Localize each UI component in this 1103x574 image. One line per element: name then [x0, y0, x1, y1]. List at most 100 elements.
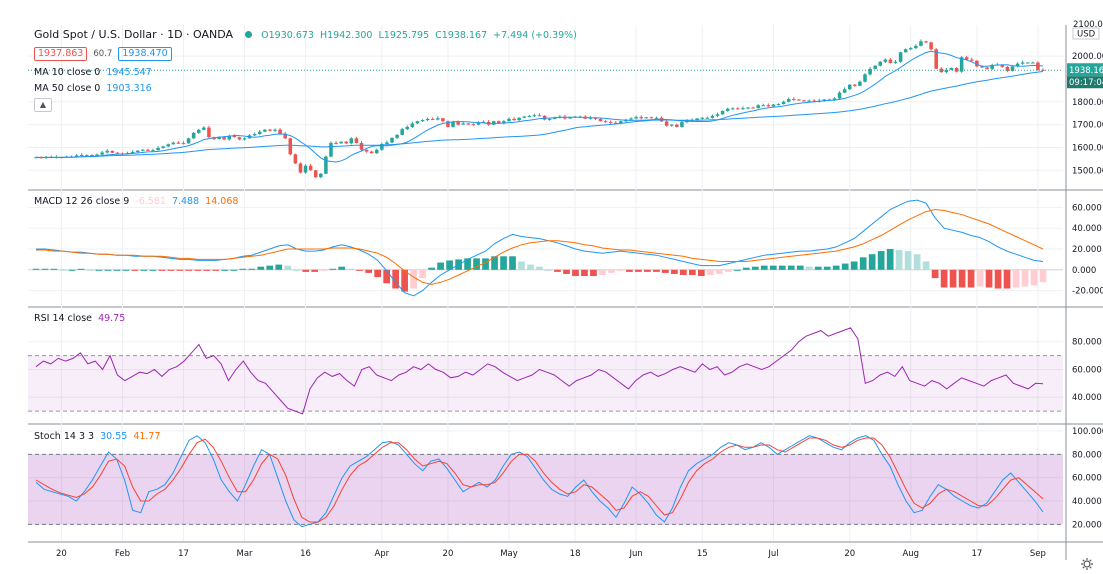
y-tick-label: 1700.000: [1072, 121, 1103, 131]
macd-line: [36, 199, 1044, 297]
candle-body: [74, 155, 79, 157]
candle-body: [258, 131, 262, 134]
buy-price-button[interactable]: 1938.470: [118, 47, 172, 61]
candle-body: [547, 118, 552, 120]
macd-histogram-bar: [590, 269, 597, 277]
ma10-line: [35, 50, 1044, 163]
candle-body: [1005, 66, 1010, 71]
candle-body: [329, 142, 333, 157]
rsi-legend[interactable]: RSI 14 close 49.75: [34, 313, 128, 325]
candle-body: [95, 154, 99, 157]
candle-body: [853, 84, 857, 86]
macd-histogram-bar: [527, 264, 534, 270]
candle-body: [975, 60, 979, 67]
ohlc-high: H1942.300: [319, 30, 373, 41]
candle-body: [80, 154, 84, 156]
macd-histogram-bar: [850, 261, 858, 270]
macd-histogram-bar: [778, 265, 786, 270]
macd-histogram-bar: [176, 269, 184, 271]
candle-body: [293, 154, 298, 164]
macd-histogram-bar: [113, 269, 121, 271]
candle-body: [283, 133, 287, 139]
candle-body: [959, 57, 964, 72]
macd-histogram-bar: [329, 268, 337, 270]
candle-body: [644, 117, 649, 119]
y-tick-label-top: 2100.000: [1073, 20, 1103, 30]
candle-body: [446, 121, 450, 127]
candle-body: [85, 154, 89, 156]
ma50-legend[interactable]: MA 50 close 0 1903.316: [34, 83, 155, 95]
collapse-legend-button[interactable]: ▲: [34, 98, 52, 112]
candle-body: [527, 115, 532, 117]
candle-body: [207, 127, 211, 138]
candle-body: [939, 68, 944, 73]
macd-histogram-bar: [428, 267, 435, 270]
candle-body: [949, 67, 954, 70]
candle-body: [252, 133, 257, 136]
candle-body: [390, 137, 394, 143]
macd-histogram-bar: [41, 268, 49, 270]
candle-body: [430, 118, 435, 120]
candle-body: [705, 117, 710, 119]
macd-histogram-bar: [572, 269, 579, 277]
candle-body: [598, 118, 603, 122]
macd-histogram-bar: [104, 269, 112, 271]
candle-body: [532, 115, 537, 117]
stoch-d-line: [35, 437, 1044, 523]
candle-body: [924, 41, 928, 43]
candle-body: [410, 123, 415, 127]
candle-body: [522, 116, 527, 118]
candle-body: [380, 144, 384, 150]
macd-histogram-bar: [868, 254, 876, 270]
macd-histogram-bar: [437, 262, 444, 270]
macd-histogram-bar: [1039, 269, 1047, 283]
symbol-legend: Gold Spot / U.S. Dollar · 1D · OANDA O19…: [34, 29, 580, 42]
macd-histogram-bar: [680, 269, 687, 275]
candle-body: [191, 132, 196, 139]
macd-histogram-bar: [697, 269, 705, 277]
candle-body: [675, 124, 679, 127]
candle-body: [186, 138, 191, 144]
candle-body: [883, 59, 888, 62]
sell-price-button[interactable]: 1937.863: [34, 47, 88, 61]
settings-gear-icon[interactable]: [1080, 557, 1094, 571]
candle-body: [980, 66, 984, 68]
candle-body: [807, 100, 811, 102]
candle-body: [929, 42, 933, 50]
y-tick-label: 60.000: [1072, 203, 1102, 213]
candle-body: [141, 149, 145, 151]
candle-body: [695, 118, 699, 121]
y-tick-label: 0.000: [1072, 266, 1096, 276]
macd-histogram-bar: [500, 256, 507, 270]
y-tick-label: 1600.000: [1072, 143, 1103, 153]
candle-body: [822, 99, 827, 101]
candle-body: [878, 61, 883, 66]
macd-histogram-bar: [356, 269, 364, 271]
candle-body: [334, 142, 338, 144]
macd-histogram-bar: [823, 266, 831, 270]
x-tick-label: Feb: [115, 549, 130, 559]
x-tick-label: Aug: [902, 549, 919, 559]
y-tick-label: 40.000: [1072, 224, 1102, 234]
candle-body: [1015, 63, 1020, 67]
stoch-legend[interactable]: Stoch 14 3 3 30.55 41.77: [34, 431, 164, 443]
candle-body: [313, 170, 318, 178]
y-tick-label: 1800.000: [1072, 98, 1103, 108]
macd-histogram-bar: [976, 269, 984, 287]
candle-body: [786, 99, 791, 102]
macd-histogram-bar: [931, 269, 939, 279]
macd-histogram-bar: [491, 256, 498, 270]
candle-body: [593, 117, 598, 119]
macd-histogram-bar: [671, 269, 678, 274]
macd-legend[interactable]: MACD 12 26 close 9 -6.581 7.488 14.068: [34, 196, 241, 208]
macd-histogram-bar: [805, 266, 813, 270]
candle-body: [603, 121, 608, 123]
symbol-title[interactable]: Gold Spot / U.S. Dollar · 1D · OANDA: [34, 28, 234, 41]
ma10-label: MA 10 close 0: [34, 67, 101, 78]
ma10-legend[interactable]: MA 10 close 0 1945.547: [34, 67, 155, 79]
ma10-value: 1945.547: [106, 67, 152, 78]
candle-body: [863, 74, 867, 82]
candle-body: [944, 69, 949, 73]
y-tick-label: 20.000: [1072, 245, 1102, 255]
